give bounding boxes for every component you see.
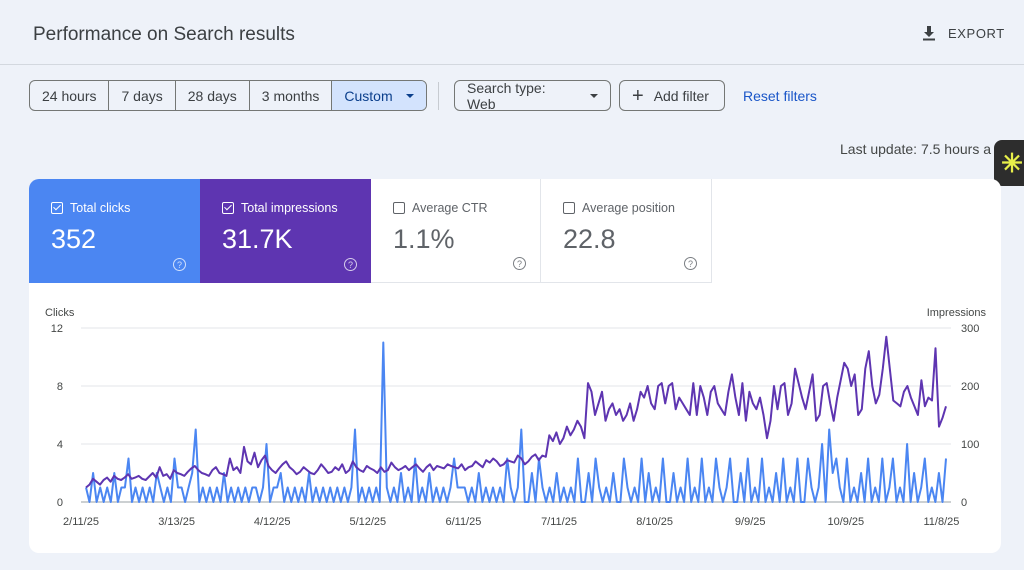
x-tick-label: 2/11/25: [63, 516, 99, 528]
range-label: Custom: [344, 87, 393, 104]
x-tick-label: 9/9/25: [735, 516, 766, 528]
x-tick-label: 11/8/25: [923, 516, 959, 528]
x-tick-label: 6/11/25: [445, 516, 481, 528]
last-update-text: Last update: 7.5 hours a: [840, 141, 991, 157]
help-icon[interactable]: ?: [513, 257, 526, 270]
right-tick-label: 100: [961, 439, 979, 451]
performance-card: Total clicks 352 ? Total impressions 31.…: [29, 179, 1001, 553]
extension-asterisk-icon[interactable]: ✳: [994, 140, 1024, 186]
export-label: EXPORT: [948, 25, 1005, 41]
caret-down-icon: [590, 93, 598, 98]
series-line-impressions: [85, 335, 947, 489]
metric-value: 31.7K: [222, 224, 293, 254]
range-custom[interactable]: Custom: [332, 81, 426, 110]
x-tick-label: 4/12/25: [254, 516, 291, 528]
metric-value: 1.1%: [393, 224, 455, 254]
right-axis-title: Impressions: [927, 307, 987, 319]
metric-label: Average CTR: [412, 201, 488, 215]
series-line-clicks: [85, 341, 947, 503]
add-filter-label: Add filter: [653, 87, 709, 104]
checkbox-icon[interactable]: [51, 202, 63, 214]
search-type-label: Search type: Web: [467, 79, 546, 112]
left-axis-title: Clicks: [45, 307, 75, 319]
caret-down-icon: [405, 93, 414, 98]
range-3-months[interactable]: 3 months: [250, 81, 333, 110]
add-filter-button[interactable]: + Add filter: [619, 80, 725, 111]
date-range-selector: 24 hours 7 days 28 days 3 months Custom: [29, 80, 427, 111]
range-label: 24 hours: [42, 87, 97, 104]
filter-divider: [438, 82, 439, 110]
range-label: 28 days: [187, 87, 237, 104]
range-7-days[interactable]: 7 days: [109, 81, 176, 110]
reset-filters-link[interactable]: Reset filters: [743, 88, 817, 104]
plus-icon: +: [632, 84, 644, 107]
left-tick-label: 8: [57, 381, 63, 393]
checkbox-icon[interactable]: [393, 202, 405, 214]
export-button[interactable]: EXPORT: [920, 24, 1005, 42]
help-icon[interactable]: ?: [684, 257, 697, 270]
metric-label: Total impressions: [241, 201, 338, 215]
help-icon[interactable]: ?: [173, 258, 186, 271]
page-title: Performance on Search results: [33, 24, 295, 45]
metric-value: 22.8: [563, 224, 616, 254]
left-tick-label: 12: [51, 323, 63, 335]
right-tick-label: 0: [961, 497, 967, 509]
metric-average-position[interactable]: Average position 22.8 ?: [541, 179, 712, 283]
checkbox-icon[interactable]: [222, 202, 234, 214]
x-tick-label: 5/12/25: [349, 516, 386, 528]
range-label: 3 months: [261, 87, 320, 104]
range-24-hours[interactable]: 24 hours: [30, 81, 110, 110]
x-tick-label: 3/13/25: [158, 516, 195, 528]
metric-label: Average position: [582, 201, 675, 215]
metric-total-impressions[interactable]: Total impressions 31.7K ?: [200, 179, 371, 283]
right-tick-label: 200: [961, 381, 979, 393]
x-tick-label: 7/11/25: [541, 516, 577, 528]
range-28-days[interactable]: 28 days: [176, 81, 250, 110]
right-tick-label: 300: [961, 323, 979, 335]
left-tick-label: 0: [57, 497, 63, 509]
metric-value: 352: [51, 224, 97, 254]
header-divider: [0, 64, 1024, 65]
checkbox-icon[interactable]: [563, 202, 575, 214]
search-type-dropdown[interactable]: Search type: Web: [454, 79, 611, 112]
range-label: 7 days: [121, 87, 163, 104]
x-tick-label: 10/9/25: [827, 516, 864, 528]
x-tick-label: 8/10/25: [636, 516, 673, 528]
metric-total-clicks[interactable]: Total clicks 352 ?: [29, 179, 200, 283]
metric-average-ctr[interactable]: Average CTR 1.1% ?: [371, 179, 541, 283]
help-icon[interactable]: ?: [344, 258, 357, 271]
metric-label: Total clicks: [70, 201, 131, 215]
download-icon: [923, 26, 935, 41]
left-tick-label: 4: [57, 439, 63, 451]
